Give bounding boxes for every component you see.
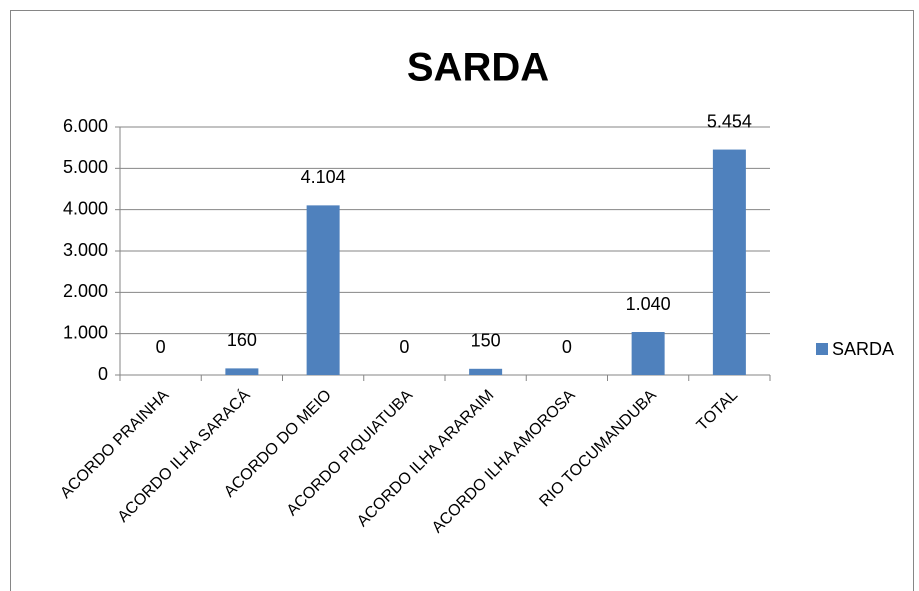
y-tick-label: 4.000 (63, 198, 108, 218)
bar (306, 205, 340, 375)
data-label: 1.040 (626, 294, 671, 314)
data-label: 160 (227, 330, 257, 350)
data-label: 5.454 (707, 111, 752, 131)
y-tick-label: 1.000 (63, 322, 108, 342)
y-tick-label: 3.000 (63, 240, 108, 260)
y-tick-label: 2.000 (63, 281, 108, 301)
data-label: 0 (156, 337, 166, 357)
data-label: 150 (471, 331, 501, 351)
y-tick-label: 5.000 (63, 157, 108, 177)
bar (631, 332, 665, 375)
chart-border (10, 10, 914, 591)
chart-title: SARDA (407, 46, 549, 90)
data-label: 0 (562, 337, 572, 357)
bar (225, 368, 259, 375)
bar (712, 149, 746, 375)
bar (469, 368, 503, 375)
legend-label: SARDA (832, 339, 894, 359)
data-label: 0 (399, 337, 409, 357)
data-label: 4.104 (301, 167, 346, 187)
y-tick-label: 0 (98, 364, 108, 384)
legend-swatch (816, 343, 828, 355)
y-tick-label: 6.000 (63, 116, 108, 136)
